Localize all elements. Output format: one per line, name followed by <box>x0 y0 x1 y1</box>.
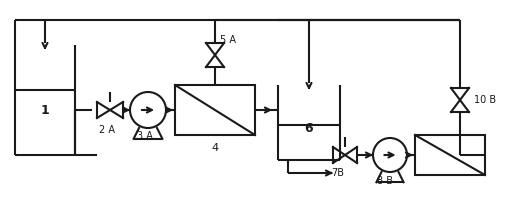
Bar <box>414 135 484 175</box>
Text: 7B: 7B <box>331 168 344 178</box>
Text: 10 B: 10 B <box>473 95 495 105</box>
Text: 4: 4 <box>211 143 218 153</box>
Text: 1: 1 <box>41 104 49 116</box>
Text: 5 A: 5 A <box>219 35 236 45</box>
Text: 2 A: 2 A <box>99 125 115 135</box>
Text: 6: 6 <box>304 121 313 134</box>
Text: 8 B: 8 B <box>376 176 392 186</box>
Bar <box>175 85 254 135</box>
Text: 3 A: 3 A <box>137 131 153 141</box>
